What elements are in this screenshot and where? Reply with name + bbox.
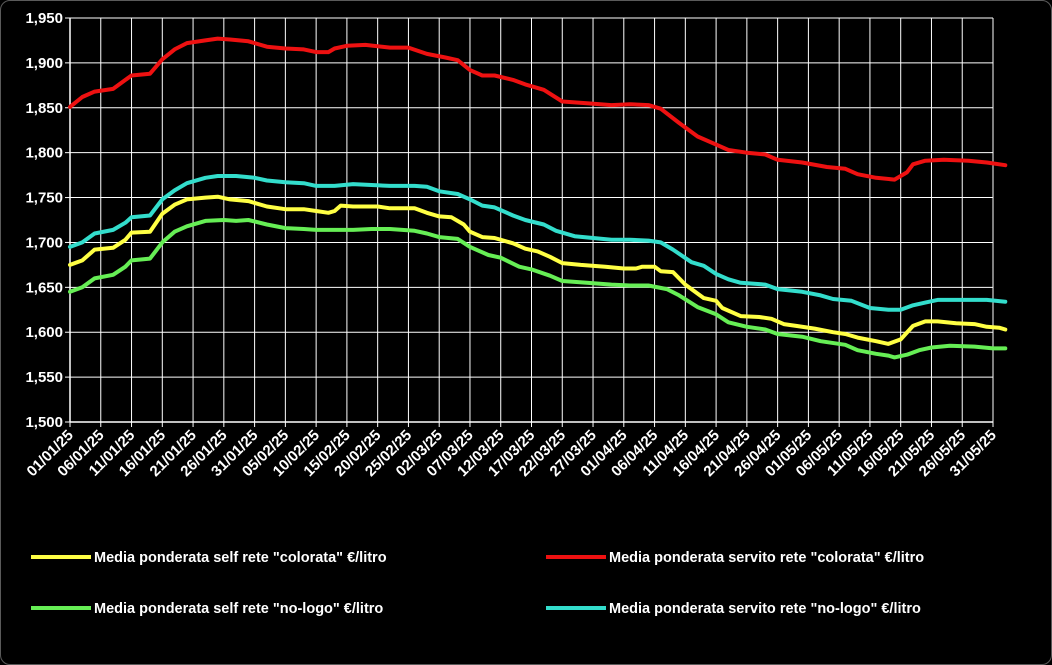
y-tick-label: 1,850 xyxy=(25,100,63,117)
y-tick-label: 1,800 xyxy=(25,145,63,162)
legend-item-servito-no-logo: Media ponderata servito rete "no-logo" €… xyxy=(546,601,921,617)
y-tick-label: 1,750 xyxy=(25,190,63,207)
series-line-servito-colorata xyxy=(68,36,1008,182)
legend-label: Media ponderata servito rete "colorata" … xyxy=(609,550,924,566)
series-line-self-no-logo xyxy=(68,218,1008,360)
legend-item-self-no-logo: Media ponderata self rete "no-logo" €/li… xyxy=(31,601,383,617)
y-tick-label: 1,500 xyxy=(25,414,63,431)
legend-item-self-colorata: Media ponderata self rete "colorata" €/l… xyxy=(31,550,387,566)
legend-label: Media ponderata self rete "colorata" €/l… xyxy=(94,550,387,566)
axes xyxy=(65,17,994,427)
series-line-servito-no-logo xyxy=(68,174,1008,312)
y-tick-label: 1,900 xyxy=(25,55,63,72)
legend-item-servito-colorata: Media ponderata servito rete "colorata" … xyxy=(546,550,924,566)
y-tick-label: 1,600 xyxy=(25,324,63,341)
y-tick-labels: 1,500 1,550 1,600 1,650 1,700 1,750 1,800 1,850… xyxy=(25,10,63,431)
y-tick-label: 1,550 xyxy=(25,369,63,386)
legend-label: Media ponderata servito rete "no-logo" €… xyxy=(609,601,921,617)
y-tick-label: 1,950 xyxy=(25,10,63,27)
legend: Media ponderata self rete "colorata" €/l… xyxy=(31,550,924,617)
x-tick-labels: 01/01/2506/01/2511/01/2516/01/2521/01/25… xyxy=(24,427,1000,480)
series-lines xyxy=(68,36,1008,360)
y-tick-label: 1,700 xyxy=(25,234,63,251)
series-line-self-colorata xyxy=(68,194,1008,346)
legend-label: Media ponderata self rete "no-logo" €/li… xyxy=(94,601,383,617)
y-tick-label: 1,650 xyxy=(25,279,63,296)
